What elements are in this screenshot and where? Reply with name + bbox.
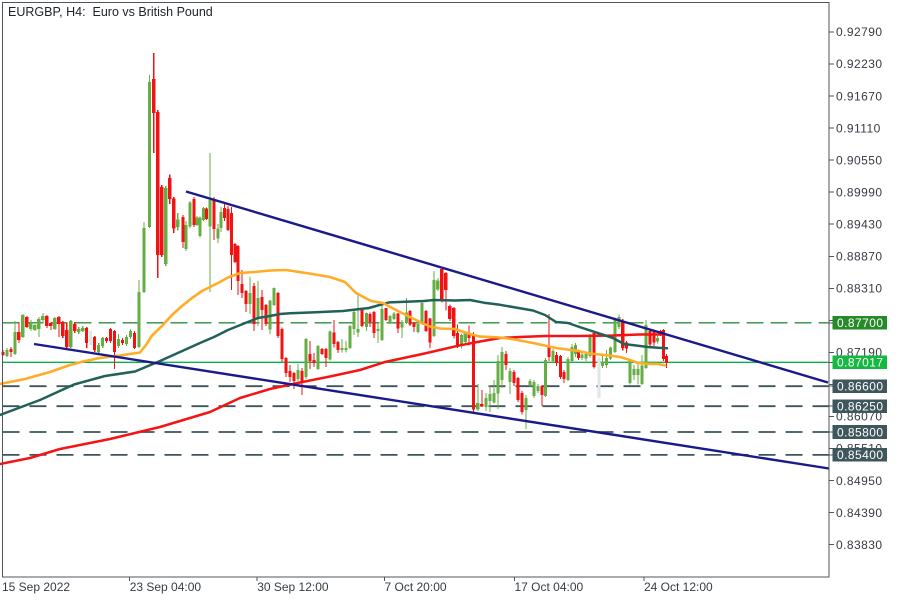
svg-text:0.85400: 0.85400	[837, 448, 884, 462]
svg-text:24 Oct 12:00: 24 Oct 12:00	[644, 580, 713, 594]
svg-text:0.88310: 0.88310	[836, 282, 883, 296]
svg-text:0.84390: 0.84390	[836, 506, 883, 520]
svg-text:0.86250: 0.86250	[837, 400, 884, 414]
svg-text:0.83830: 0.83830	[836, 538, 883, 552]
svg-text:0.86070: 0.86070	[836, 410, 883, 424]
svg-text:0.90550: 0.90550	[836, 153, 883, 167]
svg-text:0.91110: 0.91110	[836, 121, 881, 135]
svg-text:0.92230: 0.92230	[836, 57, 883, 71]
svg-text:30 Sep 12:00: 30 Sep 12:00	[257, 580, 329, 594]
svg-text:0.89430: 0.89430	[836, 217, 883, 231]
svg-text:0.84950: 0.84950	[836, 474, 883, 488]
svg-text:0.85800: 0.85800	[837, 425, 884, 439]
svg-text:0.92790: 0.92790	[836, 25, 883, 39]
svg-text:EURGBP, H4: Euro vs British P: EURGBP, H4: Euro vs British Pound	[8, 5, 213, 19]
svg-text:0.87700: 0.87700	[837, 316, 884, 330]
svg-text:0.87017: 0.87017	[837, 356, 884, 370]
svg-text:0.89990: 0.89990	[836, 185, 883, 199]
svg-text:0.86600: 0.86600	[837, 380, 884, 394]
svg-text:15 Sep 2022: 15 Sep 2022	[2, 580, 70, 594]
svg-text:0.88870: 0.88870	[836, 250, 883, 264]
svg-text:23 Sep 04:00: 23 Sep 04:00	[130, 580, 202, 594]
svg-text:7 Oct 20:00: 7 Oct 20:00	[385, 580, 447, 594]
svg-text:0.91670: 0.91670	[836, 89, 883, 103]
svg-text:17 Oct 04:00: 17 Oct 04:00	[515, 580, 584, 594]
